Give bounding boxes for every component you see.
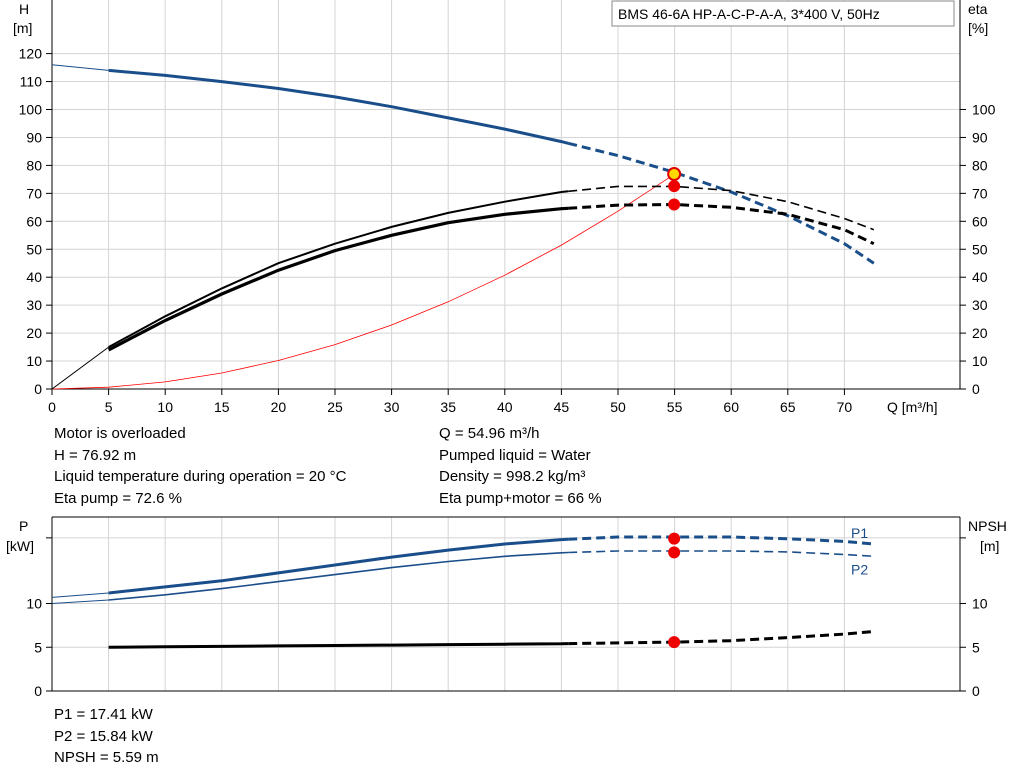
npsh-value-text: NPSH = 5.59 m bbox=[54, 749, 159, 766]
right-tick-label: 0 bbox=[972, 683, 980, 699]
left-tick-label: 60 bbox=[26, 213, 42, 229]
x-tick-label: 10 bbox=[157, 399, 173, 415]
left-tick-label: 100 bbox=[19, 102, 43, 118]
p2-curve-lead bbox=[51, 599, 109, 604]
left-tick-label: 40 bbox=[26, 269, 42, 285]
chart-title: BMS 46-6A HP-A-C-P-A-A, 3*400 V, 50Hz bbox=[618, 6, 880, 22]
eta-pump-curve-lead bbox=[51, 346, 109, 390]
h-curve-dashed bbox=[567, 141, 875, 265]
right-tick-label: 20 bbox=[972, 325, 988, 341]
left-tick-label: 50 bbox=[26, 241, 42, 257]
p1-value-text: P1 = 17.41 kW bbox=[54, 706, 153, 723]
npsh-curve-dashed bbox=[568, 630, 874, 646]
x-tick-label: 65 bbox=[780, 399, 796, 415]
p2-curve-dashed bbox=[568, 550, 874, 558]
density-text: Density = 998.2 kg/m³ bbox=[439, 468, 586, 485]
left-axis-title: H bbox=[19, 1, 29, 17]
left-tick-label: 10 bbox=[26, 596, 42, 612]
p2-value-text: P2 = 15.84 kW bbox=[54, 727, 153, 745]
x-tick-label: 70 bbox=[837, 399, 853, 415]
left-tick-label: 110 bbox=[20, 74, 43, 90]
pumped-liquid-text: Pumped liquid = Water bbox=[439, 446, 591, 464]
liquid-temp-text: Liquid temperature during operation = 20… bbox=[54, 468, 347, 485]
right-tick-label: 80 bbox=[972, 157, 988, 173]
eta-pump-curve-dashed bbox=[568, 185, 875, 231]
left-axis-unit: [m] bbox=[13, 20, 32, 36]
operating-point-eta-pump bbox=[668, 180, 681, 193]
left-tick-label: 0 bbox=[34, 683, 42, 699]
left-tick-label: 80 bbox=[26, 157, 42, 173]
right-tick-label: 60 bbox=[972, 213, 988, 229]
left-tick-label: 120 bbox=[19, 46, 43, 62]
right-tick-label: 5 bbox=[972, 639, 980, 655]
x-axis-title: Q [m³/h] bbox=[887, 399, 938, 415]
right-tick-label: 0 bbox=[972, 381, 980, 397]
operating-point-npsh bbox=[668, 636, 681, 649]
system-curve bbox=[51, 173, 675, 390]
x-tick-label: 50 bbox=[610, 399, 626, 415]
operating-point-eta-pump-motor bbox=[668, 198, 681, 211]
p1-series-label: P1 bbox=[851, 525, 868, 541]
x-tick-label: 20 bbox=[271, 399, 287, 415]
info-left: Motor is overloaded H = 76.92 m Liquid t… bbox=[54, 423, 346, 509]
right-axis-title: NPSH bbox=[968, 518, 1007, 534]
head-value-text: H = 76.92 m bbox=[54, 446, 137, 464]
p1-curve-dashed bbox=[568, 535, 874, 546]
npsh-curve-solid bbox=[108, 642, 569, 649]
left-tick-label: 0 bbox=[34, 381, 42, 397]
eta-pump-curve-solid bbox=[108, 190, 569, 348]
right-tick-label: 100 bbox=[972, 102, 996, 118]
right-tick-label: 10 bbox=[972, 353, 988, 369]
x-tick-label: 5 bbox=[105, 399, 113, 415]
h-curve-lead bbox=[51, 64, 109, 71]
h-curve-solid bbox=[108, 68, 569, 145]
right-tick-label: 90 bbox=[972, 129, 988, 145]
left-tick-label: 5 bbox=[34, 639, 42, 655]
x-tick-label: 25 bbox=[327, 399, 343, 415]
left-tick-label: 30 bbox=[26, 297, 42, 313]
right-tick-label: 40 bbox=[972, 269, 988, 285]
eta-pump-text: Eta pump = 72.6 % bbox=[54, 489, 182, 507]
eta-pump-motor-text: Eta pump+motor = 66 % bbox=[439, 489, 602, 507]
right-tick-label: 70 bbox=[972, 185, 988, 201]
title-box bbox=[611, 0, 955, 27]
right-tick-label: 10 bbox=[972, 596, 988, 612]
right-axis-unit: [m] bbox=[980, 538, 999, 554]
operating-point-p2 bbox=[668, 546, 681, 559]
p2-curve-solid bbox=[108, 551, 569, 601]
right-tick-label: 50 bbox=[972, 241, 988, 257]
x-tick-label: 45 bbox=[554, 399, 570, 415]
x-tick-label: 15 bbox=[214, 399, 230, 415]
left-tick-label: 70 bbox=[26, 185, 42, 201]
right-axis-title: eta bbox=[968, 1, 988, 17]
x-tick-label: 55 bbox=[667, 399, 683, 415]
p1-curve-lead bbox=[51, 592, 109, 598]
p2-series-label: P2 bbox=[851, 561, 868, 577]
left-tick-label: 10 bbox=[26, 353, 42, 369]
motor-status-text: Motor is overloaded bbox=[54, 425, 186, 442]
x-tick-label: 60 bbox=[723, 399, 739, 415]
operating-point-h bbox=[667, 167, 682, 182]
info-right: Q = 54.96 m³/h Pumped liquid = Water Den… bbox=[439, 423, 602, 509]
x-tick-label: 40 bbox=[497, 399, 513, 415]
flow-value-text: Q = 54.96 m³/h bbox=[439, 425, 540, 442]
info-bottom: P1 = 17.41 kW P2 = 15.84 kW NPSH = 5.59 … bbox=[54, 704, 159, 769]
left-tick-label: 90 bbox=[26, 129, 42, 145]
x-tick-label: 0 bbox=[48, 399, 56, 415]
left-tick-label: 20 bbox=[26, 325, 42, 341]
x-tick-label: 30 bbox=[384, 399, 400, 415]
eta-pump-motor-curve-dashed bbox=[568, 202, 875, 246]
x-tick-label: 35 bbox=[440, 399, 456, 415]
left-axis-unit: [kW] bbox=[6, 538, 34, 554]
eta-pump-motor-curve-solid bbox=[107, 206, 569, 352]
left-axis-title: P bbox=[19, 518, 28, 534]
right-axis-unit: [%] bbox=[968, 20, 988, 36]
right-tick-label: 30 bbox=[972, 297, 988, 313]
operating-point-p1 bbox=[668, 532, 681, 545]
p1-curve-solid bbox=[108, 537, 569, 595]
